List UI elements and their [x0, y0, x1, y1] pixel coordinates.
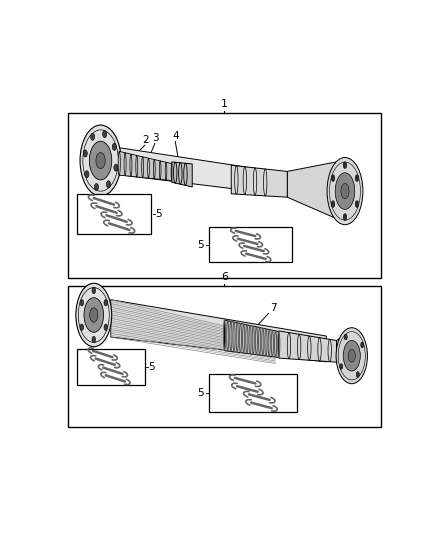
Ellipse shape: [90, 308, 98, 322]
Ellipse shape: [331, 201, 335, 207]
Ellipse shape: [95, 183, 99, 191]
Ellipse shape: [76, 283, 112, 347]
Bar: [209, 374, 297, 411]
Polygon shape: [287, 160, 343, 222]
Polygon shape: [114, 147, 299, 197]
Ellipse shape: [104, 300, 108, 306]
Ellipse shape: [92, 336, 95, 343]
Bar: [209, 227, 292, 262]
Polygon shape: [279, 331, 336, 362]
Polygon shape: [172, 162, 192, 187]
Ellipse shape: [92, 287, 95, 294]
Ellipse shape: [89, 141, 112, 180]
Ellipse shape: [344, 334, 347, 340]
Ellipse shape: [356, 372, 360, 377]
Ellipse shape: [348, 349, 355, 362]
Text: 3: 3: [152, 133, 159, 143]
Bar: [68, 113, 381, 278]
Bar: [77, 195, 152, 233]
Ellipse shape: [136, 156, 138, 177]
Ellipse shape: [80, 125, 121, 196]
Text: 6: 6: [221, 272, 228, 282]
Text: 1: 1: [221, 99, 228, 109]
Ellipse shape: [112, 143, 117, 150]
Ellipse shape: [114, 164, 118, 171]
Ellipse shape: [148, 158, 149, 178]
Ellipse shape: [96, 152, 105, 168]
Text: 5: 5: [198, 239, 204, 249]
Ellipse shape: [153, 159, 155, 179]
Ellipse shape: [341, 183, 349, 199]
Ellipse shape: [336, 328, 367, 384]
Ellipse shape: [83, 150, 87, 157]
Ellipse shape: [355, 175, 359, 181]
Ellipse shape: [104, 324, 108, 330]
Polygon shape: [119, 151, 172, 181]
Polygon shape: [231, 165, 287, 197]
Ellipse shape: [130, 154, 132, 176]
Ellipse shape: [102, 131, 107, 138]
Ellipse shape: [355, 201, 359, 207]
Ellipse shape: [343, 214, 347, 221]
Ellipse shape: [142, 157, 144, 177]
Text: 5: 5: [148, 362, 155, 372]
Ellipse shape: [84, 297, 103, 332]
Ellipse shape: [343, 341, 360, 371]
Polygon shape: [111, 300, 326, 362]
Ellipse shape: [124, 153, 126, 176]
Ellipse shape: [343, 161, 347, 168]
Text: 5: 5: [198, 388, 204, 398]
Bar: [68, 286, 381, 427]
Ellipse shape: [335, 173, 355, 209]
Ellipse shape: [106, 181, 110, 188]
Text: 4: 4: [173, 131, 179, 141]
Ellipse shape: [80, 300, 84, 306]
Text: 7: 7: [270, 303, 277, 313]
Ellipse shape: [327, 157, 363, 225]
Ellipse shape: [118, 151, 120, 175]
Ellipse shape: [171, 164, 173, 181]
Ellipse shape: [91, 133, 95, 140]
Ellipse shape: [159, 161, 161, 180]
Ellipse shape: [80, 324, 84, 330]
Ellipse shape: [85, 171, 89, 178]
Ellipse shape: [361, 342, 364, 348]
Ellipse shape: [331, 175, 335, 181]
Bar: [77, 349, 145, 385]
Ellipse shape: [340, 364, 343, 369]
Text: 2: 2: [142, 135, 149, 144]
Ellipse shape: [165, 162, 167, 180]
Polygon shape: [336, 332, 350, 380]
Text: 5: 5: [155, 209, 162, 219]
Polygon shape: [224, 320, 279, 358]
